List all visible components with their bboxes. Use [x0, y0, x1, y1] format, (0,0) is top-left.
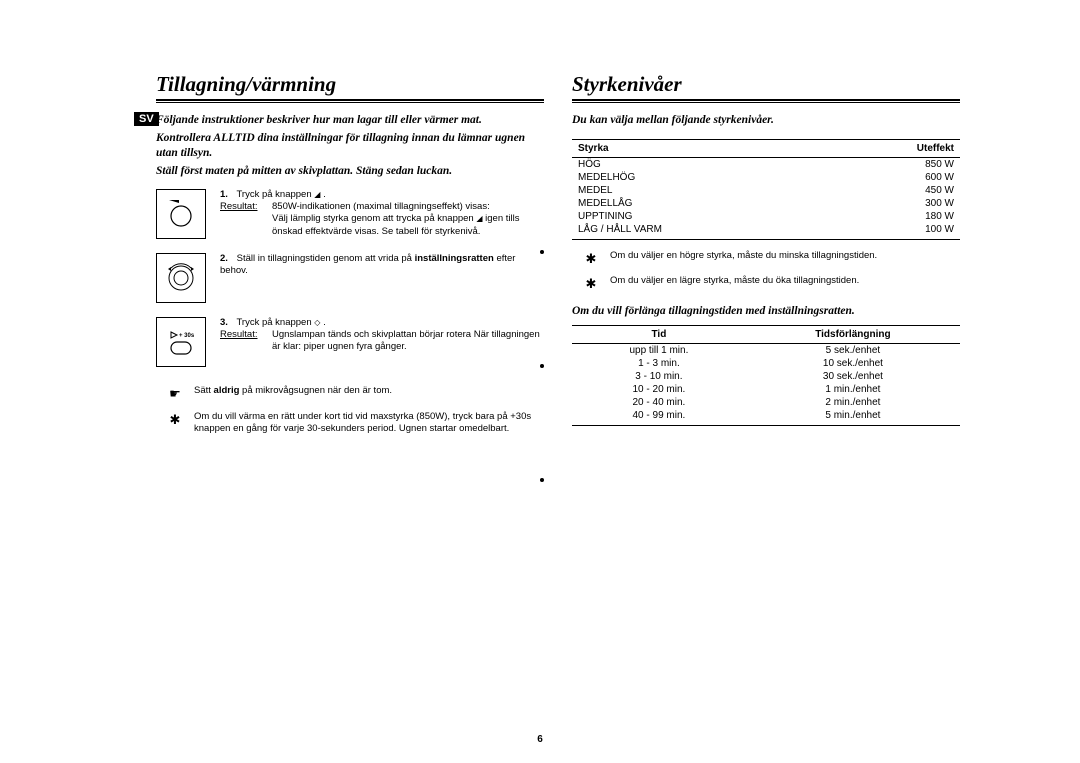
step: 2. Ställ in tillagningstiden genom att v… [156, 253, 544, 303]
result-label: Resultat: [220, 201, 266, 213]
left-column: Tillagning/värmning Följande instruktion… [136, 72, 544, 733]
triangle-icon: ◢ [476, 214, 482, 223]
th: Uteffekt [828, 139, 960, 157]
note-text: Sätt aldrig på mikrovågsugnen när den är… [194, 385, 544, 403]
step-text: . [323, 189, 326, 200]
td: 10 - 20 min. [572, 383, 746, 396]
right-title: Styrkenivåer [572, 72, 960, 97]
dial-icon [156, 253, 206, 303]
intro-line: Kontrollera ALLTID dina inställningar fö… [156, 131, 544, 162]
step: 1. Tryck på knappen ◢ . Resultat: 850W-i… [156, 189, 544, 239]
th: Tidsförlängning [746, 325, 960, 343]
pointer-icon: ☛ [166, 385, 184, 403]
step-text: Tryck på knappen [236, 317, 314, 328]
td: 300 W [828, 197, 960, 210]
step-text-bold: inställningsratten [415, 253, 494, 264]
left-intro: Följande instruktioner beskriver hur man… [156, 113, 544, 179]
note: ✱ Om du väljer en högre styrka, måste du… [582, 250, 960, 268]
td: 180 W [828, 210, 960, 223]
td: MEDELLÅG [572, 197, 828, 210]
power-button-icon [156, 189, 206, 239]
note: ✱ Om du väljer en lägre styrka, måste du… [582, 275, 960, 293]
note-text: Om du vill värma en rätt under kort tid … [194, 411, 544, 437]
svg-text:+ 30s: + 30s [179, 333, 195, 339]
page-number: 6 [0, 734, 1080, 745]
steps: 1. Tryck på knappen ◢ . Resultat: 850W-i… [156, 189, 544, 367]
step-text: Tryck på knappen [236, 189, 314, 200]
language-badge: SV [134, 112, 159, 126]
td: upp till 1 min. [572, 343, 746, 357]
td: UPPTINING [572, 210, 828, 223]
td: 20 - 40 min. [572, 396, 746, 409]
td: LÅG / HÅLL VARM [572, 223, 828, 240]
td: 30 sek./enhet [746, 370, 960, 383]
td: 600 W [828, 171, 960, 184]
star-icon: ✱ [582, 250, 600, 268]
td: 1 - 3 min. [572, 357, 746, 370]
result-label: Resultat: [220, 329, 266, 353]
result-text: Välj lämplig styrka genom att trycka på … [272, 213, 544, 237]
th: Styrka [572, 139, 828, 157]
td: 2 min./enhet [746, 396, 960, 409]
td: MEDEL [572, 184, 828, 197]
td: 450 W [828, 184, 960, 197]
right-column: Styrkenivåer Du kan välja mellan följand… [572, 72, 960, 733]
diamond-icon: ◇ [314, 318, 320, 327]
triangle-icon: ◢ [314, 190, 320, 199]
note: ✱ Om du vill värma en rätt under kort ti… [166, 411, 544, 437]
td: 850 W [828, 157, 960, 171]
star-icon: ✱ [582, 275, 600, 293]
td: 10 sek./enhet [746, 357, 960, 370]
note: ☛ Sätt aldrig på mikrovågsugnen när den … [166, 385, 544, 403]
binding-dots [540, 250, 544, 482]
step-text: Ställ in tillagningstiden genom att vrid… [237, 253, 415, 264]
result-text: 850W-indikationen (maximal tillagningsef… [272, 201, 544, 213]
intro-line: Ställ först maten på mitten av skivplatt… [156, 164, 544, 180]
td: 40 - 99 min. [572, 409, 746, 426]
start-button-icon: + 30s [156, 317, 206, 367]
td: 1 min./enhet [746, 383, 960, 396]
step-num: 1. [220, 189, 234, 201]
subhead: Om du vill förlänga tillagningstiden med… [572, 305, 960, 317]
td: 100 W [828, 223, 960, 240]
th: Tid [572, 325, 746, 343]
star-icon: ✱ [166, 411, 184, 437]
page: SV Tillagning/värmning Följande instrukt… [0, 0, 1080, 763]
left-title: Tillagning/värmning [156, 72, 544, 97]
step-num: 2. [220, 253, 234, 265]
step-text: . [323, 317, 326, 328]
power-table: Styrka Uteffekt HÖG850 WMEDELHÖG600 WMED… [572, 139, 960, 240]
note-text: Om du väljer en högre styrka, måste du m… [610, 250, 960, 268]
td: MEDELHÖG [572, 171, 828, 184]
td: 5 sek./enhet [746, 343, 960, 357]
result-text: Ugnslampan tänds och skivplattan börjar … [272, 329, 544, 353]
step-num: 3. [220, 317, 234, 329]
intro-line: Följande instruktioner beskriver hur man… [156, 113, 544, 129]
td: 5 min./enhet [746, 409, 960, 426]
note-text: Om du väljer en lägre styrka, måste du ö… [610, 275, 960, 293]
step: + 30s 3. Tryck på knappen ◇ . Resultat: … [156, 317, 544, 367]
right-intro: Du kan välja mellan följande styrkenivåe… [572, 113, 960, 129]
time-table: Tid Tidsförlängning upp till 1 min.5 sek… [572, 325, 960, 426]
td: HÖG [572, 157, 828, 171]
td: 3 - 10 min. [572, 370, 746, 383]
